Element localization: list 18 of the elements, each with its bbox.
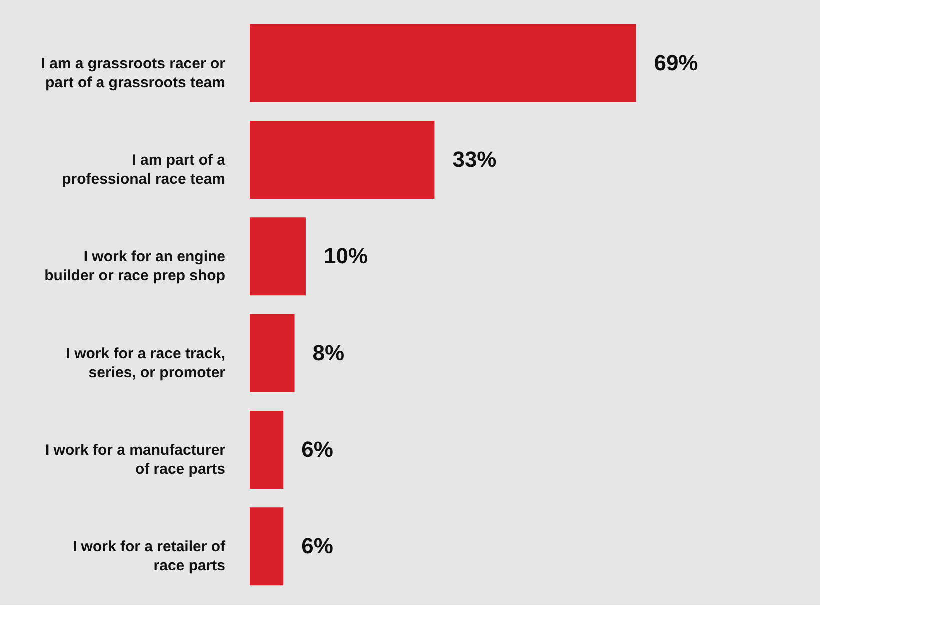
y-tick-label: I work for a retailer of race parts: [72, 538, 226, 575]
data-label: 8%: [312, 340, 345, 366]
y-tick-label: I work for a manufacturer of race parts: [45, 442, 226, 478]
y-tick-label: I work for a race track, series, or promoter: [66, 345, 226, 382]
bar: [250, 508, 284, 586]
y-tick-label: I am a grassroots racer or part of a grassroots team: [41, 55, 226, 92]
data-label: 6%: [302, 437, 334, 462]
bar: [250, 121, 435, 199]
bar: [250, 411, 284, 489]
y-tick-label: I am part of a professional race team: [62, 152, 226, 188]
y-tick-label: I work for an engine builder or race prep shop: [44, 248, 226, 285]
data-label: 33%: [452, 147, 497, 172]
bar: [250, 24, 636, 102]
data-label: 6%: [302, 534, 334, 559]
bar: [250, 314, 295, 392]
bar: [250, 218, 306, 296]
data-label: 10%: [324, 244, 368, 269]
data-label: 69%: [654, 50, 698, 76]
